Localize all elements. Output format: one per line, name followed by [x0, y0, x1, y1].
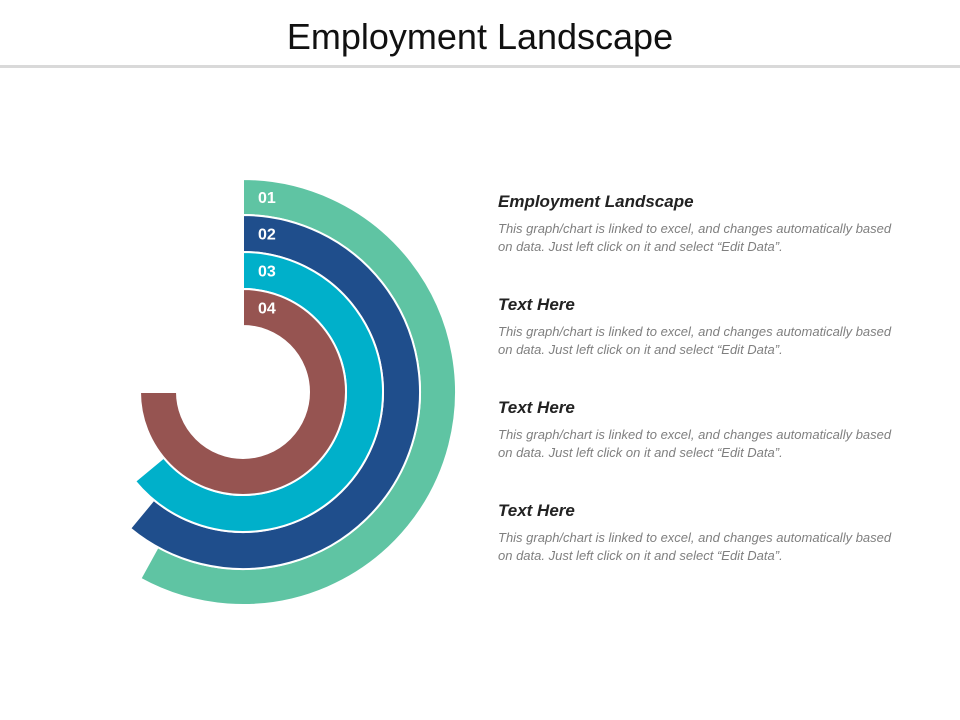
text-block-body: This graph/chart is linked to excel, and…	[498, 324, 892, 357]
text-block-heading: Text Here	[498, 501, 575, 520]
text-block-3: Text Here This graph/chart is linked to …	[498, 398, 918, 462]
text-block-body: This graph/chart is linked to excel, and…	[498, 530, 892, 563]
ring-label-03: 03	[258, 264, 276, 281]
chart-rings	[128, 177, 457, 606]
text-block-heading: Employment Landscape	[498, 192, 694, 211]
ring-label-02: 02	[258, 227, 276, 244]
slide-title: Employment Landscape	[286, 16, 674, 57]
chart-labels: 01 02 03 04	[258, 190, 276, 318]
text-block-2: Text Here This graph/chart is linked to …	[498, 295, 918, 359]
ring-label-04: 04	[258, 301, 276, 318]
title-divider	[0, 65, 960, 68]
ring-label-01: 01	[258, 190, 276, 207]
text-block-heading: Text Here	[498, 398, 575, 417]
ring-bar-04[interactable]	[138, 287, 347, 496]
text-block-1: Employment Landscape This graph/chart is…	[498, 192, 918, 256]
text-block-body: This graph/chart is linked to excel, and…	[498, 427, 892, 460]
text-block-body: This graph/chart is linked to excel, and…	[498, 221, 892, 254]
text-block-4: Text Here This graph/chart is linked to …	[498, 501, 918, 565]
text-block-heading: Text Here	[498, 295, 575, 314]
